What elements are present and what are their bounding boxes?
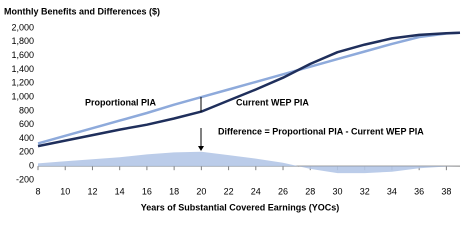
x-tick-label: 16 bbox=[142, 186, 152, 196]
x-tick-label: 8 bbox=[35, 186, 40, 196]
y-tick-label: -200 bbox=[16, 174, 34, 184]
area bbox=[38, 151, 460, 174]
plot-area: -200 0 200 400 600 800 1,000 1,200 1,400 1,600 1,8… bbox=[11, 22, 461, 196]
x-tick-label: 32 bbox=[360, 186, 370, 196]
chart: Monthly Benefits and Differences ($) Yea… bbox=[4, 6, 461, 212]
y-tick-label: 1,000 bbox=[11, 91, 34, 101]
line bbox=[37, 31, 461, 148]
x-tick-label: 28 bbox=[305, 186, 315, 196]
x-tick-label: 34 bbox=[387, 186, 397, 196]
x-tick-label: 26 bbox=[278, 186, 288, 196]
y-tick-label: 1,600 bbox=[11, 50, 34, 60]
y-tick-label: 1,200 bbox=[11, 78, 34, 88]
x-tick-label: 18 bbox=[169, 186, 179, 196]
x-tick-label: 22 bbox=[224, 186, 234, 196]
y-tick-label: 600 bbox=[19, 119, 34, 129]
annotation: Proportional PIA bbox=[85, 97, 157, 107]
x-tick-label: 14 bbox=[115, 186, 125, 196]
x-axis-title: Years of Substantial Covered Earnings (Y… bbox=[141, 202, 340, 212]
x-tick-label: 38 bbox=[441, 186, 451, 196]
x-tick-label: 36 bbox=[414, 186, 424, 196]
y-tick-label: 200 bbox=[19, 147, 34, 157]
y-tick-label: 1,400 bbox=[11, 64, 34, 74]
y-tick-label: 0 bbox=[29, 161, 34, 171]
annotation: Current WEP PIA bbox=[236, 97, 309, 107]
x-tick-label: 10 bbox=[60, 186, 70, 196]
line bbox=[37, 31, 461, 145]
x-tick-label: 30 bbox=[332, 186, 342, 196]
chart-title: Monthly Benefits and Differences ($) bbox=[4, 6, 160, 16]
y-tick-label: 400 bbox=[19, 133, 34, 143]
x-tick-label: 24 bbox=[251, 186, 261, 196]
y-tick-label: 800 bbox=[19, 105, 34, 115]
x-tick-label: 20 bbox=[196, 186, 206, 196]
arrow-head bbox=[198, 146, 204, 151]
y-tick-label: 1,800 bbox=[11, 36, 34, 46]
annotation: Difference = Proportional PIA - Current … bbox=[218, 126, 424, 136]
y-tick-label: 2,000 bbox=[11, 22, 34, 32]
x-tick-label: 12 bbox=[87, 186, 97, 196]
